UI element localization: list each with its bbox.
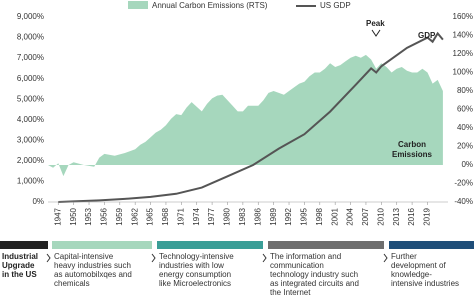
y2-tick-label: 40% (457, 123, 473, 132)
x-tick-label: 1995 (300, 207, 309, 225)
y-tick-label: 8,000% (17, 33, 44, 42)
phase-text: Technology-intensive (159, 252, 234, 261)
y-tick-label: 5,000% (17, 94, 44, 103)
legend-label: US GDP (320, 1, 351, 10)
annotation: GDP (418, 31, 436, 40)
y2-tick-label: -40% (454, 197, 473, 206)
x-tick-label: 2016 (407, 207, 416, 225)
x-tick-label: 1947 (53, 207, 62, 225)
x-tick-label: 1962 (130, 207, 139, 225)
phase-bar (52, 241, 152, 249)
legend-label: Annual Carbon Emissions (RTS) (152, 1, 268, 10)
phase-text: like Microelectronics (159, 279, 231, 288)
x-tick-label: 1998 (315, 207, 324, 225)
section-bar (0, 241, 48, 249)
y2-tick-label: 20% (457, 142, 473, 151)
chevron (46, 253, 51, 263)
phase-bar (389, 241, 474, 249)
phase-text: industries with low (159, 261, 224, 270)
x-tick-label: 2001 (330, 207, 339, 225)
y-tick-label: 1,000% (17, 177, 44, 186)
x-tick-label: 1980 (223, 207, 232, 225)
phase-bar (268, 241, 384, 249)
y2-tick-label: -20% (454, 179, 473, 188)
y2-tick-label: 160% (453, 12, 473, 21)
x-tick-label: 1959 (115, 207, 124, 225)
x-tick-label: 1986 (253, 207, 262, 225)
y-tick-label: 0% (32, 197, 44, 206)
phase-text: Further (391, 252, 417, 261)
x-tick-label: 1953 (84, 207, 93, 225)
section-title: Industrial (2, 252, 38, 261)
phase-text: heavy industries such (54, 261, 131, 270)
y2-tick-label: 0% (461, 160, 473, 169)
x-tick-label: 1965 (146, 207, 155, 225)
annotation-arrow (371, 29, 381, 37)
phase-text: technology industry such (270, 270, 358, 279)
x-tick-label: 2010 (376, 207, 385, 225)
y-tick-label: 3,000% (17, 135, 44, 144)
chevron (383, 253, 388, 263)
x-tick-label: 2007 (361, 207, 370, 225)
y-tick-label: 9,000% (17, 12, 44, 21)
chevron (262, 253, 267, 263)
x-tick-label: 2013 (392, 207, 401, 225)
y2-tick-label: 60% (457, 105, 473, 114)
x-tick-label: 1974 (192, 207, 201, 225)
phase-text: intensive industries (391, 279, 459, 288)
x-tick-label: 1977 (207, 207, 216, 225)
carbon-area (48, 54, 443, 177)
x-tick-label: 1950 (69, 207, 78, 225)
x-tick-label: 1956 (100, 207, 109, 225)
x-tick-label: 1989 (269, 207, 278, 225)
annotation: Peak (366, 19, 385, 28)
phase-text: knowledge- (391, 270, 432, 279)
x-tick-label: 1971 (176, 207, 185, 225)
y-tick-label: 7,000% (17, 53, 44, 62)
section-title: Upgrade (2, 261, 35, 270)
annotation: Emissions (392, 150, 433, 159)
phase-text: as automobilxqes and (54, 270, 132, 279)
x-tick-label: 2019 (423, 207, 432, 225)
section-title: in the US (2, 270, 37, 279)
phase-text: communication (270, 261, 324, 270)
x-tick-label: 2004 (346, 207, 355, 225)
phase-text: the Internet (270, 288, 311, 297)
y2-tick-label: 80% (457, 86, 473, 95)
y-tick-label: 6,000% (17, 74, 44, 83)
phase-text: chemicals (54, 279, 90, 288)
chevron (151, 253, 156, 263)
y-tick-label: 4,000% (17, 115, 44, 124)
y-tick-label: 2,000% (17, 156, 44, 165)
annotation: Carbon (398, 140, 426, 149)
y2-tick-label: 100% (453, 68, 473, 77)
y2-tick-label: 140% (453, 31, 473, 40)
legend-swatch (128, 1, 148, 9)
phase-text: development of (391, 261, 446, 270)
x-tick-label: 1983 (238, 207, 247, 225)
phase-text: energy consumption (159, 270, 231, 279)
phase-text: Capital-intensive (54, 252, 114, 261)
phase-text: as integrated circuits and (270, 279, 359, 288)
phase-bar (157, 241, 263, 249)
y2-tick-label: 120% (453, 49, 473, 58)
gdp-line (58, 31, 444, 203)
x-tick-label: 1992 (284, 207, 293, 225)
phase-text: The information and (270, 252, 341, 261)
x-tick-label: 1968 (161, 207, 170, 225)
